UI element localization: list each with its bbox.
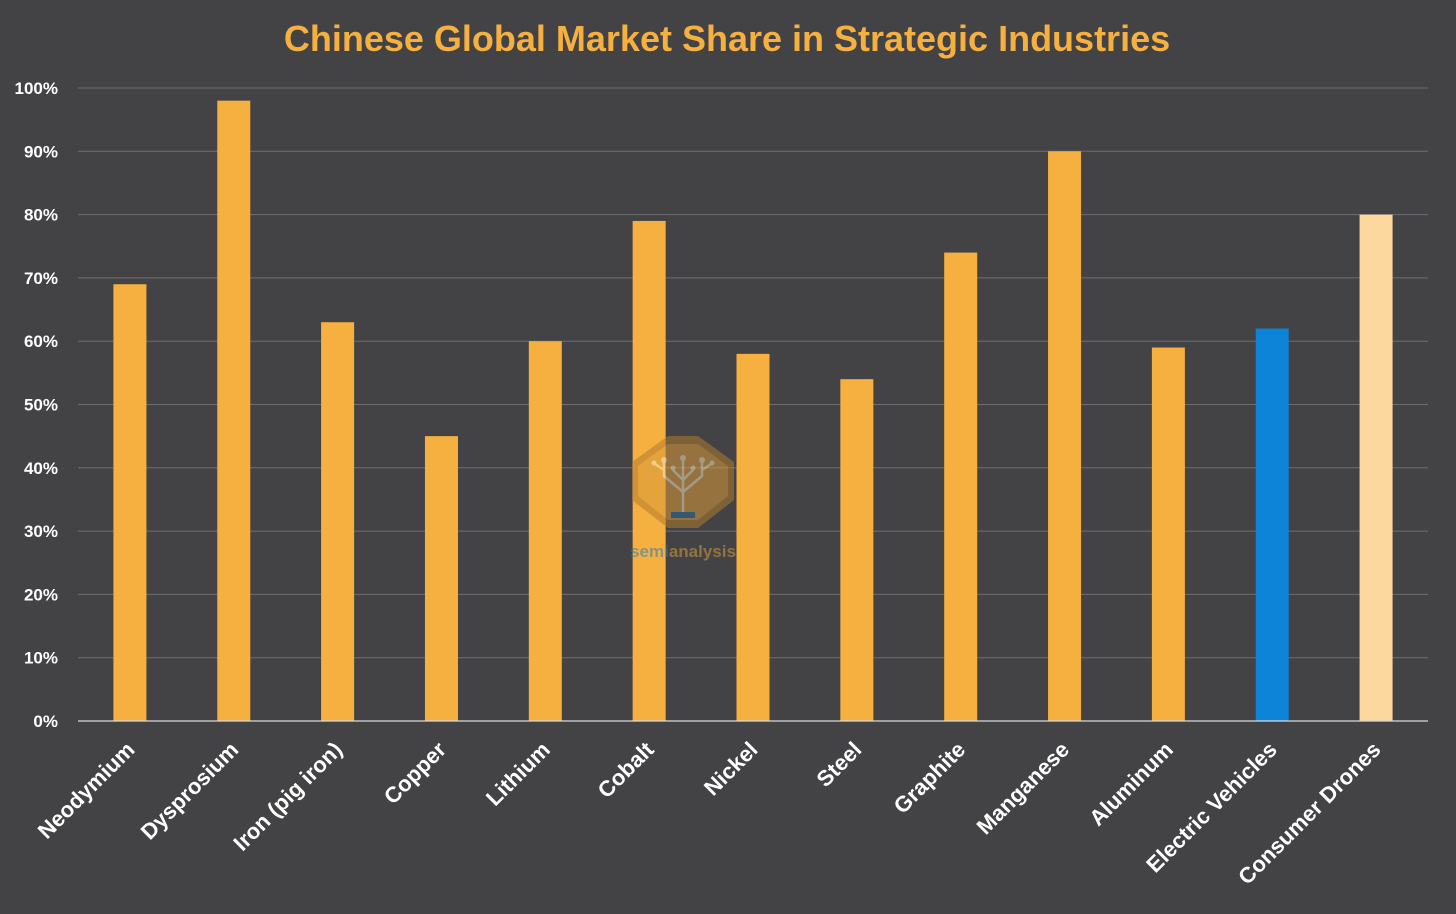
bar-steel bbox=[840, 379, 874, 721]
y-tick-label: 40% bbox=[24, 459, 58, 478]
bar-neodymium bbox=[113, 284, 147, 721]
watermark: semianalysis bbox=[630, 436, 736, 561]
y-tick-label: 70% bbox=[24, 269, 58, 288]
bar-manganese bbox=[1048, 151, 1082, 722]
bar-lithium bbox=[528, 341, 562, 721]
y-tick-label: 20% bbox=[24, 585, 58, 604]
tree-circuit-octagon-icon bbox=[632, 436, 734, 528]
bar-electric-vehicles bbox=[1255, 328, 1289, 721]
y-tick-label: 100% bbox=[15, 79, 58, 98]
y-tick-label: 0% bbox=[33, 712, 58, 731]
bar-iron-pig-iron bbox=[321, 322, 355, 721]
bar-aluminum bbox=[1151, 347, 1185, 721]
y-tick-label: 60% bbox=[24, 332, 58, 351]
y-tick-label: 80% bbox=[24, 206, 58, 225]
y-tick-label: 10% bbox=[24, 649, 58, 668]
chart-title: Chinese Global Market Share in Strategic… bbox=[284, 18, 1170, 59]
y-axis-tick-labels: 0% 10% 20% 30% 40% 50% 60% 70% 80% 90% 100% bbox=[15, 79, 58, 731]
bar-nickel bbox=[736, 353, 770, 721]
bar-copper bbox=[424, 436, 458, 721]
bar-consumer-drones bbox=[1359, 214, 1393, 721]
bar-graphite bbox=[944, 252, 978, 721]
y-tick-label: 30% bbox=[24, 522, 58, 541]
bar-dysprosium bbox=[217, 100, 251, 721]
watermark-text: semianalysis bbox=[630, 542, 736, 561]
y-tick-label: 90% bbox=[24, 142, 58, 161]
y-tick-label: 50% bbox=[24, 396, 58, 415]
